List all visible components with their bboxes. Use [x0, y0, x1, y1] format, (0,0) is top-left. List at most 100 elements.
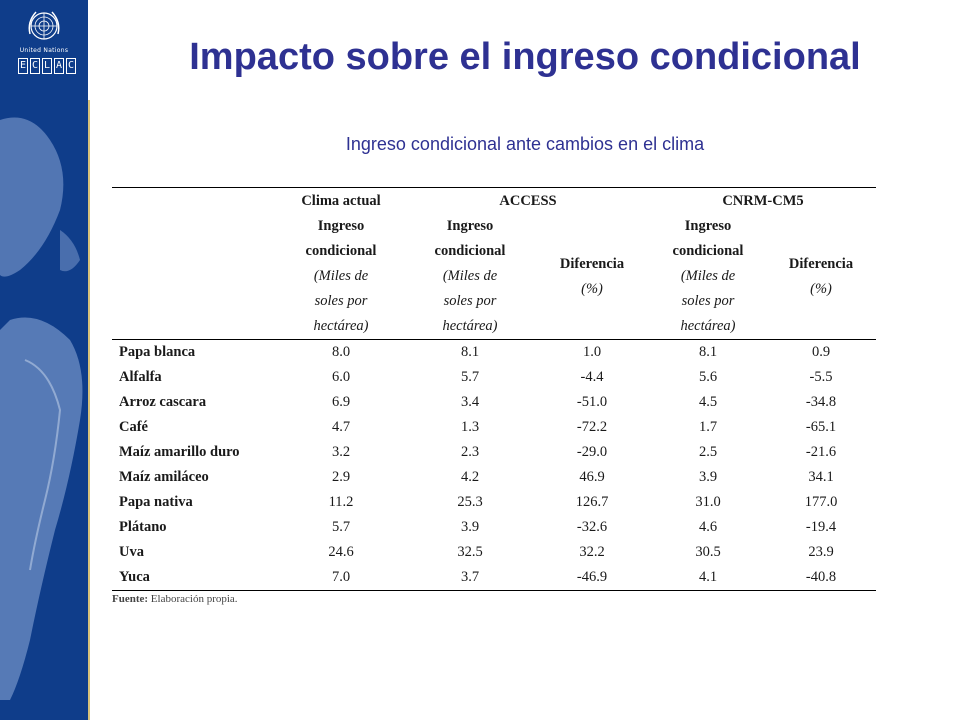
cnrm-diff: -21.6 — [805, 444, 837, 460]
header-line: Ingreso — [446, 218, 494, 234]
clima-actual-value: 11.2 — [328, 494, 354, 510]
header-line: hectárea) — [680, 318, 736, 334]
header-line: (Miles de — [313, 268, 369, 284]
access-diff: -51.0 — [576, 394, 608, 410]
cnrm-diff: 34.1 — [808, 469, 834, 485]
table-row: Yuca 7.0 3.7 -46.9 4.1 -40.8 — [112, 565, 876, 591]
access-diff: 1.0 — [582, 344, 602, 360]
eclac-logo: E C L A C — [18, 58, 76, 74]
eclac-letter: A — [54, 58, 64, 74]
header-clima-actual: Clima actual — [301, 192, 381, 209]
cnrm-value: 2.5 — [698, 444, 718, 460]
cnrm-value: 8.1 — [698, 344, 718, 360]
access-value: 3.4 — [460, 394, 480, 410]
clima-actual-value: 2.9 — [331, 469, 351, 485]
cnrm-diff: 0.9 — [811, 344, 831, 360]
access-diff: 32.2 — [579, 544, 605, 560]
page-title: Impacto sobre el ingreso condicional — [189, 36, 861, 78]
cnrm-value: 4.1 — [698, 569, 718, 585]
cnrm-value: 4.5 — [698, 394, 718, 410]
cnrm-diff: -19.4 — [805, 519, 837, 535]
eclac-letter: E — [18, 58, 28, 74]
clima-actual-value: 7.0 — [331, 569, 351, 585]
cnrm-diff: -34.8 — [805, 394, 837, 410]
header-line: condicional — [434, 243, 506, 259]
access-value: 25.3 — [457, 494, 483, 510]
header-ingreso-cnrm: Ingreso condicional (Miles de soles por … — [650, 214, 766, 340]
table-row: Café 4.7 1.3 -72.2 1.7 -65.1 — [112, 415, 876, 440]
table-body: Papa blanca 8.0 8.1 1.0 8.1 0.9 Alfalfa 6.0 5.7 -… — [112, 340, 876, 591]
accent-divider — [88, 100, 90, 720]
table-row: Arroz cascara 6.9 3.4 -51.0 4.5 -34.8 — [112, 390, 876, 415]
crop-name: Alfalfa — [119, 369, 162, 385]
eclac-letter: C — [66, 58, 76, 74]
access-diff: 126.7 — [575, 494, 609, 510]
un-label: United Nations — [19, 47, 69, 54]
clima-actual-value: 4.7 — [331, 419, 351, 435]
table-group-header: Clima actual ACCESS CNRM-CM5 — [112, 187, 876, 215]
crop-name: Papa blanca — [119, 344, 196, 360]
access-value: 3.9 — [460, 519, 480, 535]
clima-actual-value: 8.0 — [331, 344, 351, 360]
table-subtitle: Ingreso condicional ante cambios en el c… — [345, 134, 705, 154]
crop-name: Yuca — [119, 569, 150, 585]
source-text: Elaboración propia. — [148, 593, 238, 605]
cnrm-diff: -40.8 — [805, 569, 837, 585]
income-table: Clima actual ACCESS CNRM-CM5 Ingreso con… — [112, 187, 876, 591]
header-line: soles por — [681, 293, 735, 309]
source-note: Fuente: Elaboración propia. — [112, 593, 238, 605]
crop-name: Arroz cascara — [119, 394, 207, 410]
table-row: Papa nativa 11.2 25.3 126.7 31.0 177.0 — [112, 490, 876, 515]
header-line: (Miles de — [680, 268, 736, 284]
header-line: condicional — [305, 243, 377, 259]
access-diff: -4.4 — [580, 369, 604, 385]
access-diff: -29.0 — [576, 444, 608, 460]
header-empty — [112, 188, 276, 215]
crop-name: Uva — [119, 544, 144, 560]
cnrm-value: 3.9 — [698, 469, 718, 485]
access-value: 4.2 — [460, 469, 480, 485]
table-row: Maíz amiláceo 2.9 4.2 46.9 3.9 34.1 — [112, 465, 876, 490]
access-value: 8.1 — [460, 344, 480, 360]
header-line: Diferencia — [559, 255, 625, 272]
access-diff: -46.9 — [576, 569, 608, 585]
sidebar-band: United Nations E C L A C — [0, 0, 88, 720]
header-line: (%) — [810, 280, 832, 297]
crop-name: Maíz amiláceo — [119, 469, 209, 485]
cnrm-diff: 23.9 — [808, 544, 834, 560]
header-cnrm: CNRM-CM5 — [722, 192, 804, 209]
header-line: soles por — [443, 293, 497, 309]
access-value: 32.5 — [457, 544, 483, 560]
access-value: 2.3 — [460, 444, 480, 460]
table-row: Alfalfa 6.0 5.7 -4.4 5.6 -5.5 — [112, 365, 876, 390]
cnrm-value: 30.5 — [695, 544, 721, 560]
cnrm-value: 5.6 — [698, 369, 718, 385]
header-line: hectárea) — [442, 318, 498, 334]
eclac-letter: L — [42, 58, 52, 74]
crop-name: Papa nativa — [119, 494, 193, 510]
header-line: (%) — [581, 280, 603, 297]
header-diferencia-cnrm: Diferencia (%) — [766, 214, 876, 340]
header-empty — [112, 214, 276, 340]
clima-actual-value: 24.6 — [328, 544, 354, 560]
cnrm-diff: 177.0 — [804, 494, 838, 510]
header-line: soles por — [314, 293, 368, 309]
access-value: 1.3 — [460, 419, 480, 435]
access-value: 3.7 — [460, 569, 480, 585]
world-map-graphic — [0, 100, 88, 720]
header-line: Ingreso — [317, 218, 365, 234]
access-diff: -72.2 — [576, 419, 608, 435]
clima-actual-value: 6.0 — [331, 369, 351, 385]
clima-actual-value: 6.9 — [331, 394, 351, 410]
crop-name: Maíz amarillo duro — [119, 444, 240, 460]
table-column-header: Ingreso condicional (Miles de soles por … — [112, 214, 876, 340]
cnrm-diff: -65.1 — [805, 419, 837, 435]
table-row: Maíz amarillo duro 3.2 2.3 -29.0 2.5 -21.6 — [112, 440, 876, 465]
access-value: 5.7 — [460, 369, 480, 385]
clima-actual-value: 5.7 — [331, 519, 351, 535]
table-row: Papa blanca 8.0 8.1 1.0 8.1 0.9 — [112, 340, 876, 366]
logo-area: United Nations E C L A C — [0, 0, 88, 100]
access-diff: 46.9 — [579, 469, 605, 485]
header-line: (Miles de — [442, 268, 498, 284]
header-line: Diferencia — [788, 255, 854, 272]
